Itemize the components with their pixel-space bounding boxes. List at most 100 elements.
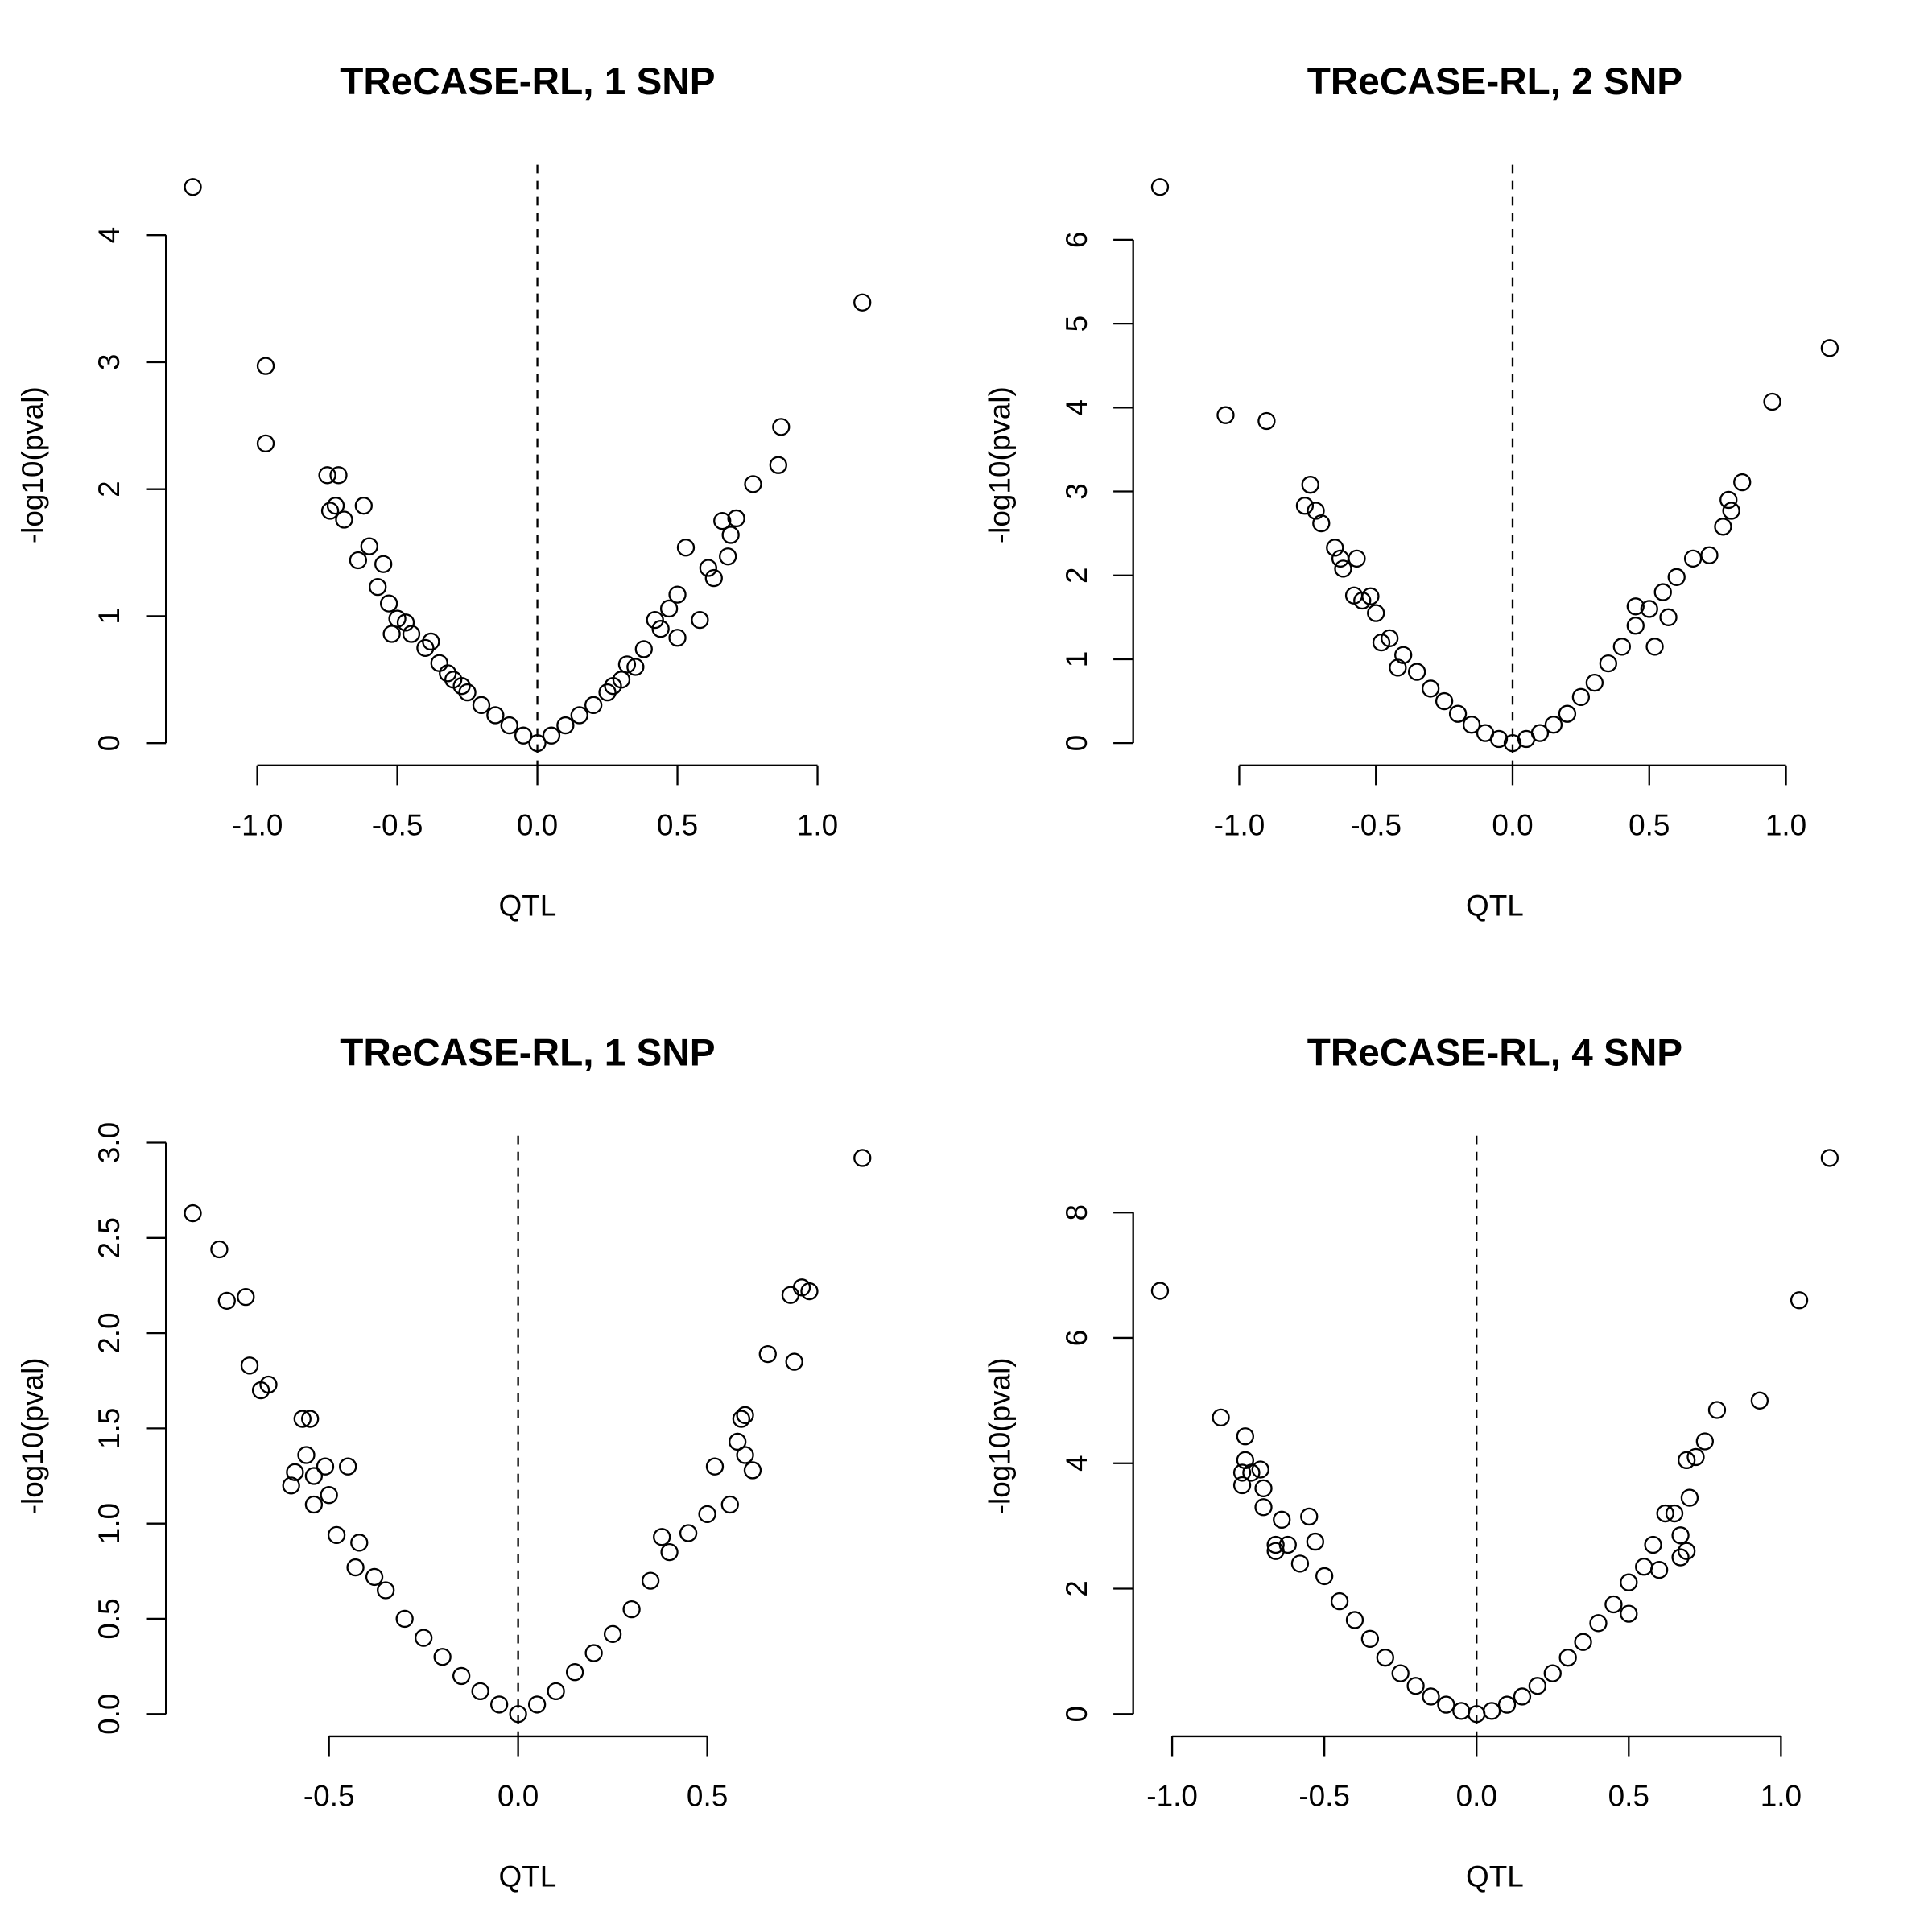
data-point xyxy=(430,654,448,672)
data-point xyxy=(1719,490,1738,510)
data-point xyxy=(379,594,398,613)
data-point xyxy=(1422,1687,1440,1706)
data-point xyxy=(1345,1611,1364,1629)
data-point xyxy=(318,466,336,485)
data-point xyxy=(565,1663,584,1682)
data-point xyxy=(676,539,696,557)
data-point xyxy=(1750,1391,1769,1410)
data-point xyxy=(527,1695,547,1714)
data-point xyxy=(217,1291,236,1311)
data-point xyxy=(1407,663,1426,681)
data-point xyxy=(720,1495,739,1514)
data-point xyxy=(1733,473,1752,492)
data-point xyxy=(301,1410,320,1428)
chart-title: TReCASE-RL, 2 SNP xyxy=(1307,60,1682,103)
data-point xyxy=(800,1282,819,1301)
data-point xyxy=(598,683,617,702)
data-point xyxy=(736,1446,754,1464)
data-point xyxy=(698,1505,716,1523)
data-point xyxy=(570,706,588,724)
data-point xyxy=(1150,178,1170,196)
data-point xyxy=(705,1457,724,1476)
data-point xyxy=(1677,1451,1696,1469)
data-point xyxy=(1381,629,1399,648)
data-point xyxy=(622,1600,641,1619)
data-point xyxy=(339,1457,357,1476)
data-point xyxy=(1361,587,1380,605)
data-point xyxy=(732,1410,751,1428)
data-point xyxy=(1391,1664,1410,1682)
data-point xyxy=(1558,704,1577,723)
data-point xyxy=(472,696,491,714)
data-point xyxy=(659,599,679,618)
data-point xyxy=(743,1461,762,1480)
data-point xyxy=(1290,1554,1310,1573)
y-tick-label: 2 xyxy=(1060,1580,1093,1597)
y-tick-label: 3 xyxy=(93,354,126,371)
data-point xyxy=(1671,1526,1690,1545)
data-point xyxy=(853,293,872,312)
y-tick-label: 5 xyxy=(1060,316,1093,332)
data-point xyxy=(1497,1695,1517,1714)
data-point xyxy=(668,585,687,604)
data-point xyxy=(237,1287,255,1307)
data-point xyxy=(335,510,353,529)
data-point xyxy=(1558,1649,1577,1667)
data-point xyxy=(1406,1677,1425,1695)
data-point xyxy=(1528,1677,1547,1695)
data-point xyxy=(1394,646,1413,664)
data-point xyxy=(1620,1604,1638,1623)
data-point xyxy=(1257,411,1276,431)
data-point xyxy=(1543,1664,1562,1682)
data-point xyxy=(641,1571,660,1590)
data-point xyxy=(1820,339,1839,357)
x-tick-label: -0.5 xyxy=(303,1780,355,1813)
x-tick-label: 0.0 xyxy=(1456,1780,1497,1813)
data-point xyxy=(1489,729,1509,749)
data-point xyxy=(439,664,457,683)
data-point xyxy=(1216,406,1235,424)
data-point xyxy=(304,1467,324,1485)
x-tick-label: -1.0 xyxy=(1146,1780,1198,1813)
data-point xyxy=(433,1648,452,1666)
data-point xyxy=(320,1486,338,1505)
data-point xyxy=(1683,549,1703,568)
data-point xyxy=(1571,687,1591,706)
x-tick-label: 1.0 xyxy=(1765,808,1806,841)
data-point xyxy=(402,625,421,643)
data-point xyxy=(1435,691,1454,711)
data-point xyxy=(1686,1447,1705,1467)
data-point xyxy=(785,1352,803,1371)
x-tick-label: -0.5 xyxy=(1350,808,1402,841)
data-point xyxy=(1242,1463,1261,1482)
data-point xyxy=(729,1432,747,1451)
data-point xyxy=(1589,1614,1608,1633)
data-point xyxy=(1448,704,1468,723)
data-point xyxy=(1680,1488,1699,1507)
data-point xyxy=(1649,1560,1669,1579)
y-tick-label: 1 xyxy=(93,608,126,625)
data-point xyxy=(1635,1558,1653,1576)
x-tick-label: 0.5 xyxy=(1608,1780,1649,1813)
y-tick-label: 0 xyxy=(1060,735,1093,752)
data-point xyxy=(286,1463,304,1481)
x-tick-label: 1.0 xyxy=(797,808,838,841)
data-point xyxy=(1301,476,1319,494)
y-tick-label: 6 xyxy=(1060,1330,1093,1347)
data-point xyxy=(769,456,787,474)
y-tick-label: 0.0 xyxy=(93,1694,126,1735)
x-tick-label: 0.0 xyxy=(497,1780,539,1813)
data-point xyxy=(329,466,348,485)
data-point xyxy=(1626,617,1645,635)
data-point xyxy=(1667,568,1686,586)
data-point xyxy=(1353,591,1372,610)
data-point xyxy=(416,638,435,658)
data-point xyxy=(1585,673,1604,692)
y-tick-label: 6 xyxy=(1060,232,1093,249)
data-point xyxy=(556,716,575,735)
data-point xyxy=(346,1558,365,1577)
data-point xyxy=(704,568,723,588)
data-point xyxy=(1330,1591,1349,1611)
data-point xyxy=(1334,559,1352,578)
